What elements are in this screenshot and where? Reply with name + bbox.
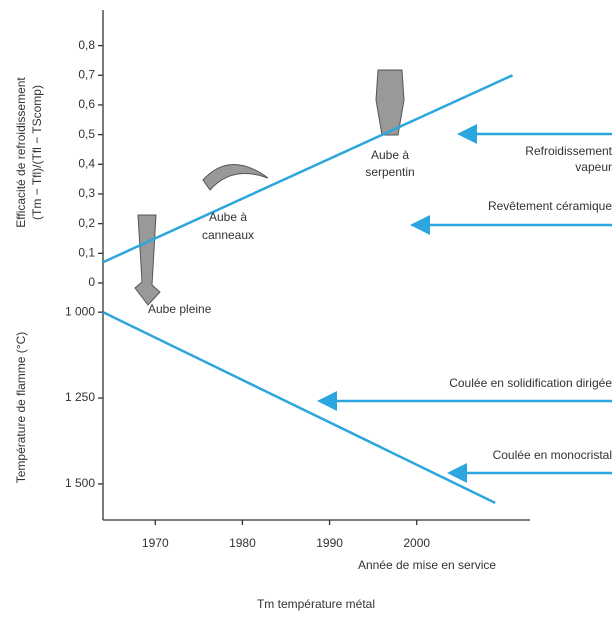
y-tick-label: 0,6 xyxy=(78,97,95,111)
chart: 0 0,1 0,2 0,3 0,4 0,5 0,6 0,7 0,8 Efficacité de r… xyxy=(0,0,616,619)
y-axis-label: (Tm − Tfl)/(Tfl − TScomp) xyxy=(30,85,44,220)
y-tick-label: 1 250 xyxy=(65,390,95,404)
data-line xyxy=(103,75,513,262)
y-tick-label: 0,7 xyxy=(78,67,95,81)
y-tick-label: 0 xyxy=(88,275,95,289)
annotation: vapeur xyxy=(575,160,612,174)
y-tick-label: 0,1 xyxy=(78,245,95,259)
note: Tm température métal xyxy=(257,597,375,611)
annotation: canneaux xyxy=(202,228,254,242)
annotation: Revêtement céramique xyxy=(488,199,612,213)
x-tick-label: 2000 xyxy=(403,536,430,550)
y-tick-label: 0,3 xyxy=(78,186,95,200)
annotation: Aube pleine xyxy=(148,302,212,316)
blade-icon xyxy=(203,164,268,190)
y-tick-label: 1 500 xyxy=(65,476,95,490)
annotation: serpentin xyxy=(365,165,414,179)
y-axis-label: Température de flamme (°C) xyxy=(14,332,28,484)
y-tick-label: 0,2 xyxy=(78,216,95,230)
y-tick-label: 0,5 xyxy=(78,127,95,141)
y-tick-label: 0,4 xyxy=(78,156,95,170)
annotation: Aube à xyxy=(371,148,409,162)
x-axis-label: Année de mise en service xyxy=(358,558,496,572)
y-tick-label: 0,8 xyxy=(78,38,95,52)
blade-icon xyxy=(135,215,160,305)
annotation: Aube à xyxy=(209,210,247,224)
annotation: Coulée en solidification dirigée xyxy=(449,376,612,390)
blade-icon xyxy=(376,70,404,135)
x-tick-label: 1980 xyxy=(229,536,256,550)
annotation: Coulée en monocristal xyxy=(493,448,612,462)
x-tick-label: 1990 xyxy=(316,536,343,550)
data-line xyxy=(103,312,495,503)
y-tick-label: 1 000 xyxy=(65,304,95,318)
annotation: Refroidissement xyxy=(525,144,612,158)
y-axis-label: Efficacité de refroidissement xyxy=(14,77,28,228)
x-tick-label: 1970 xyxy=(142,536,169,550)
